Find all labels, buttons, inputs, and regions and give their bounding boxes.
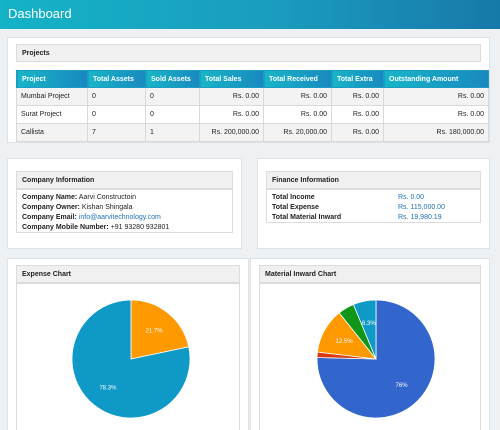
finance-info-title: Finance Information [272,177,339,184]
company-info-card: Company Information Company Name: Aarvi … [7,158,242,249]
table-row: Mumbai Project 0 0 Rs. 0.00 Rs. 0.00 Rs.… [16,87,489,106]
cell-total-assets: 0 [87,105,146,124]
company-info-header: Company Information [16,171,233,189]
total-income-value: Rs. 0.00 [398,194,425,201]
inward-pie-chart: 76% 12.5% 6.3% [316,299,436,419]
expense-chart-header: Expense Chart [16,265,240,283]
finance-info-header: Finance Information [266,171,481,189]
company-mobile-value: +91 93280 932801 [110,224,170,231]
cell-total-received: Rs. 0.00 [263,105,332,124]
total-inward-label: Total Material Inward [272,214,342,221]
company-mobile-label: Company Mobile Number: [22,224,109,231]
inward-slice-0 [316,299,436,419]
cell-total-assets: 0 [87,87,146,106]
inward-slice-label-4: 6.3% [362,321,376,327]
inward-slice-label-2: 12.5% [336,339,354,345]
col-total-received: Total Received [263,70,332,88]
company-owner-label: Company Owner: [22,204,80,211]
company-mobile-row: Company Mobile Number: +91 93280 932801 [22,223,227,233]
finance-info-card: Finance Information Total Income Rs. 0.0… [257,158,490,249]
cell-total-sales: Rs. 0.00 [199,105,264,124]
expense-slice-0 [130,299,190,360]
inward-chart-header: Material Inward Chart [259,265,481,283]
cell-sold-assets: 0 [145,87,200,106]
total-income-row: Total Income Rs. 0.00 [272,193,475,203]
cell-outstanding: Rs. 0.00 [383,87,489,106]
company-name-label: Company Name: [22,194,78,201]
cell-sold-assets: 0 [145,105,200,124]
projects-title: Projects [22,50,50,57]
cell-total-extra: Rs. 0.00 [331,105,384,124]
col-project: Project [16,70,88,88]
cell-total-received: Rs. 0.00 [263,87,332,106]
expense-chart-card: Expense Chart 21.7% 78.3% [7,258,249,430]
cell-project: Callista [16,123,88,142]
table-header-row: Project Total Assets Sold Assets Total S… [16,70,489,88]
table-row: Callista 7 1 Rs. 200,000.00 Rs. 20,000.0… [16,123,489,142]
cell-total-sales: Rs. 200,000.00 [199,123,264,142]
total-income-label: Total Income [272,194,315,201]
projects-card: Projects Project Total Assets Sold Asset… [7,37,490,143]
expense-slice-label-1: 78.3% [99,385,117,391]
col-total-sales: Total Sales [199,70,264,88]
table-row: Surat Project 0 0 Rs. 0.00 Rs. 0.00 Rs. … [16,105,489,124]
projects-header: Projects [16,44,481,62]
total-inward-value: Rs. 19,980.19 [398,214,442,221]
total-inward-row: Total Material Inward Rs. 19,980.19 [272,213,475,223]
top-bar: Dashboard [0,0,500,29]
inward-chart-card: Material Inward Chart 76% 12.5% 6.3% [250,258,490,430]
expense-slice-label-0: 21.7% [146,329,164,335]
company-owner-value: Kishan Shingala [81,204,133,211]
inward-slice-label-0: 76% [396,383,409,389]
company-info-body: Company Name: Aarvi Constructoin Company… [16,189,233,233]
cell-project: Mumbai Project [16,87,88,106]
total-expense-row: Total Expense Rs. 115,000.00 [272,203,475,213]
company-info-title: Company Information [22,177,95,184]
company-name-row: Company Name: Aarvi Constructoin [22,193,227,203]
projects-table: Project Total Assets Sold Assets Total S… [16,70,489,142]
expense-chart-title: Expense Chart [22,271,72,278]
cell-sold-assets: 1 [145,123,200,142]
company-email-label: Company Email: [22,214,77,221]
cell-project: Surat Project [16,105,88,124]
expense-slice-1 [71,299,191,419]
page-title: Dashboard [8,6,72,21]
total-expense-label: Total Expense [272,204,319,211]
company-email-link[interactable]: info@aarvitechnology.com [78,214,161,221]
expense-chart-area: 21.7% 78.3% [16,283,240,430]
expense-pie-chart: 21.7% 78.3% [71,299,191,419]
inward-chart-area: 76% 12.5% 6.3% [259,283,481,430]
cell-outstanding: Rs. 180,000.00 [383,123,489,142]
cell-outstanding: Rs. 0.00 [383,105,489,124]
company-name-value: Aarvi Constructoin [78,194,136,201]
inward-chart-title: Material Inward Chart [265,271,337,278]
col-outstanding: Outstanding Amount [383,70,489,88]
col-sold-assets: Sold Assets [145,70,200,88]
cell-total-assets: 7 [87,123,146,142]
company-email-row: Company Email: info@aarvitechnology.com [22,213,227,223]
cell-total-extra: Rs. 0.00 [331,123,384,142]
cell-total-sales: Rs. 0.00 [199,87,264,106]
cell-total-extra: Rs. 0.00 [331,87,384,106]
cell-total-received: Rs. 20,000.00 [263,123,332,142]
inward-slice-4 [352,299,377,360]
col-total-extra: Total Extra [331,70,384,88]
company-owner-row: Company Owner: Kishan Shingala [22,203,227,213]
finance-info-body: Total Income Rs. 0.00 Total Expense Rs. … [266,189,481,223]
total-expense-value: Rs. 115,000.00 [398,204,445,211]
col-total-assets: Total Assets [87,70,146,88]
